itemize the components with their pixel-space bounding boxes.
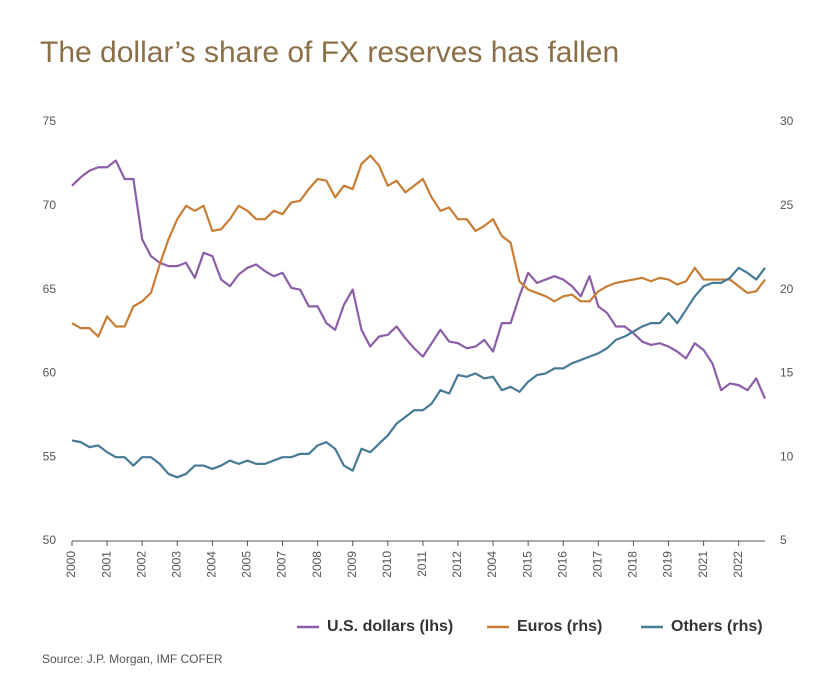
x-tick-label: 2017 [591, 551, 605, 578]
y-tick-label: 50 [43, 533, 57, 547]
series-line [71, 154, 766, 338]
legend-label: Others (rhs) [671, 618, 763, 635]
x-tick-label: 2011 [415, 551, 429, 577]
series-line [71, 266, 766, 479]
series-line [71, 159, 767, 399]
y2-tick-label: 30 [780, 114, 794, 128]
x-tick-label: 2016 [555, 551, 569, 578]
x-tick-label: 2003 [169, 551, 183, 578]
x-tick-label: 2007 [275, 551, 289, 578]
x-tick-label: 2002 [134, 551, 148, 578]
x-tick-label: 2000 [64, 551, 78, 578]
x-tick-label: 2009 [345, 551, 359, 578]
y2-tick-label: 20 [780, 282, 794, 296]
y2-tick-label: 10 [780, 449, 794, 463]
x-tick-label: 2012 [450, 551, 464, 578]
y-tick-label: 70 [43, 198, 57, 212]
y2-tick-label: 25 [780, 198, 794, 212]
x-tick-label: 2001 [99, 551, 113, 578]
x-tick-label: 2010 [380, 551, 394, 578]
x-tick-label: 2004 [205, 551, 219, 578]
y2-tick-label: 5 [780, 533, 787, 547]
x-tick-label: 2004 [485, 551, 499, 578]
legend-label: Euros (rhs) [517, 618, 602, 635]
y-tick-label: 60 [43, 366, 57, 380]
y-tick-label: 75 [43, 114, 57, 128]
y-tick-label: 55 [43, 449, 57, 463]
source-note: Source: J.P. Morgan, IMF COFER [42, 652, 223, 666]
x-tick-label: 2021 [696, 551, 710, 578]
x-tick-label: 2008 [310, 551, 324, 578]
legend-label: U.S. dollars (lhs) [327, 618, 453, 635]
x-tick-label: 2019 [661, 551, 675, 578]
x-tick-label: 2018 [626, 551, 640, 578]
y2-tick-label: 15 [780, 366, 794, 380]
y-tick-label: 65 [43, 282, 57, 296]
x-tick-label: 2022 [731, 551, 745, 578]
x-tick-label: 2005 [240, 551, 254, 578]
chart-title: The dollar’s share of FX reserves has fa… [40, 36, 619, 69]
x-tick-label: 2015 [520, 551, 534, 578]
